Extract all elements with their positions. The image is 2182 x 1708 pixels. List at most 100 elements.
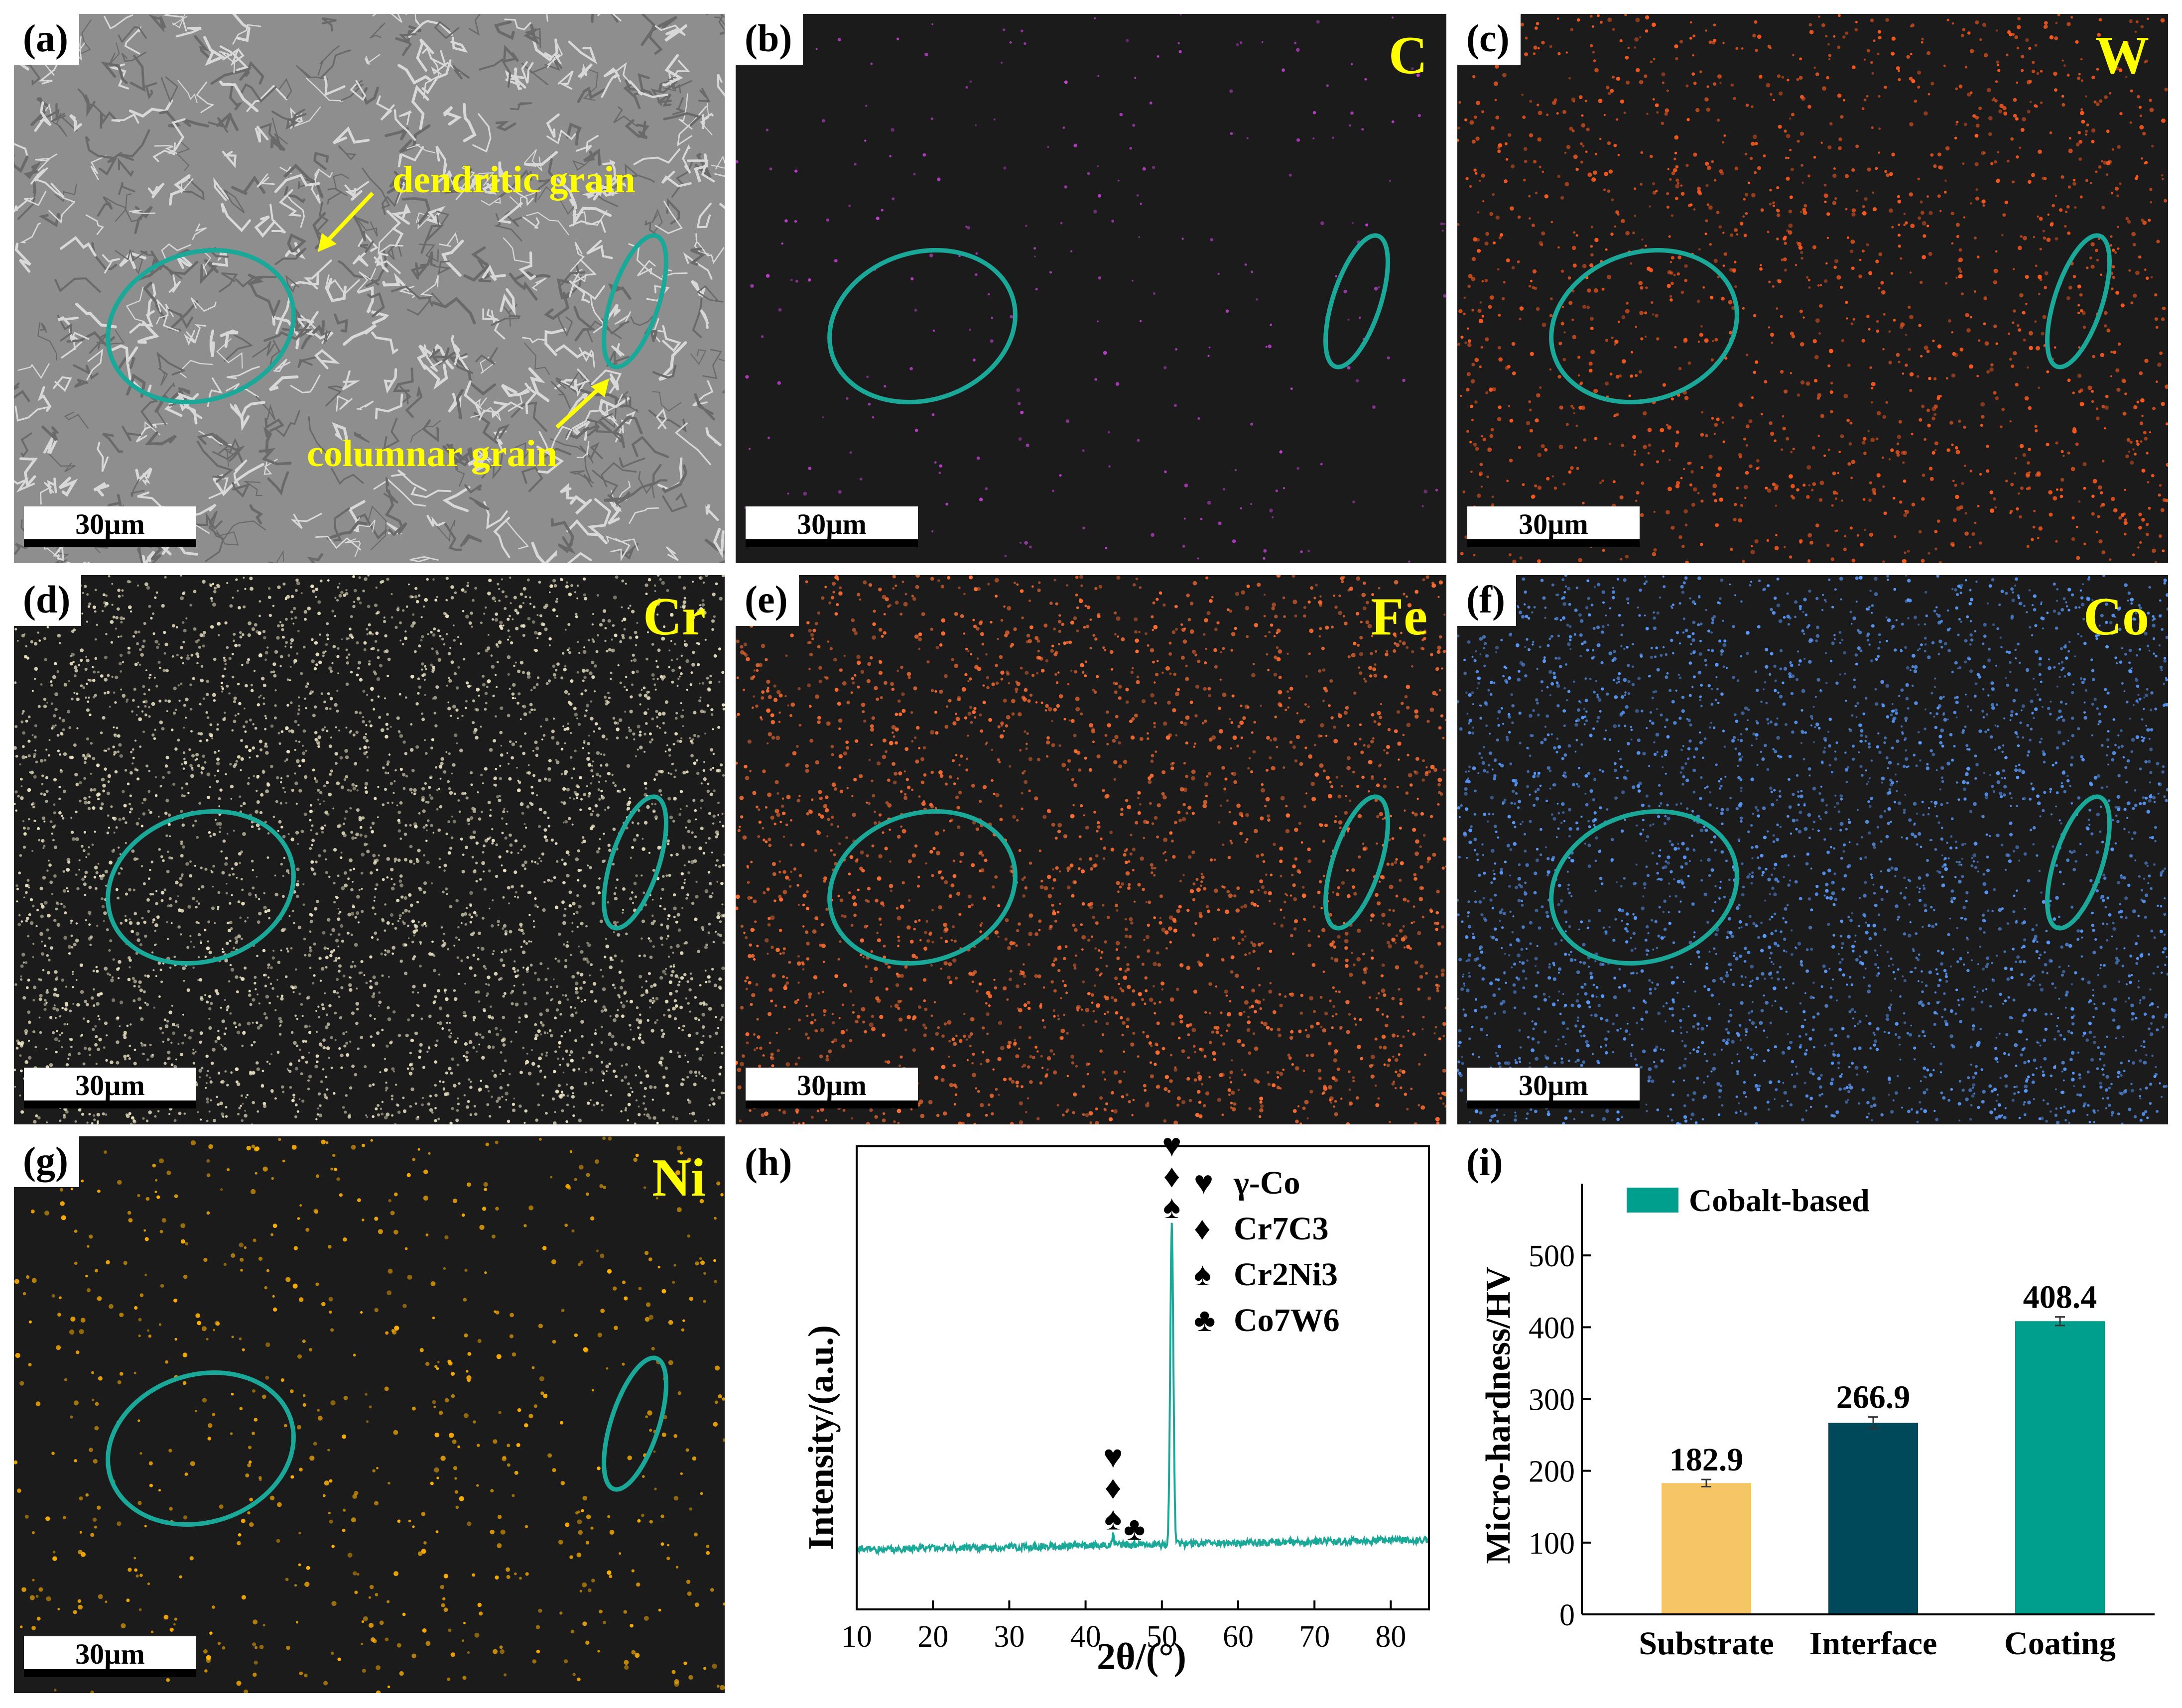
sem-grain-boundary	[689, 247, 706, 266]
highlight-ellipse-dendritic	[106, 809, 296, 966]
sem-grain-boundary	[222, 150, 237, 168]
sem-grain-boundary	[690, 280, 706, 298]
sem-grain-boundary	[385, 127, 409, 141]
sem-grain-boundary	[287, 233, 307, 253]
sem-grain-boundary	[357, 286, 374, 314]
sem-grain-boundary	[510, 190, 541, 208]
xrd-legend: ♥ γ-Co ♦ Cr7C3 ♠ Cr2Ni3 ♣ Co7W6	[1194, 1165, 1340, 1339]
legend-label-cobalt-based: Cobalt-based	[1689, 1183, 1870, 1218]
sem-grain-boundary	[118, 157, 134, 177]
sem-grain-boundary	[158, 367, 168, 386]
sem-grain-boundary	[702, 349, 722, 379]
sem-grain-boundary	[511, 401, 547, 432]
sem-grain-boundary	[454, 357, 497, 396]
sem-grain-boundary	[321, 17, 337, 32]
value-label-interface: 266.9	[1836, 1379, 1911, 1416]
sem-grain-boundary	[495, 121, 516, 131]
hardness-chart: (i) Micro-hardness/HV 0 100 200 300 400 500 1…	[1457, 1136, 2155, 1662]
sem-grain-boundary	[148, 14, 166, 33]
sem-grain-boundary	[75, 302, 117, 329]
sem-grain-boundary	[196, 81, 215, 114]
sem-grain-boundary	[387, 240, 402, 260]
sem-grain-boundary	[231, 175, 265, 196]
sem-grain-boundary	[48, 453, 76, 473]
sem-grain-boundary	[583, 424, 600, 437]
sem-grain-boundary	[344, 181, 370, 199]
sem-grain-boundary	[119, 251, 147, 269]
sem-grain-boundary	[118, 182, 135, 196]
sem-grain-boundary	[391, 285, 433, 307]
sem-grain-boundary	[314, 349, 340, 369]
sem-grain-boundary	[609, 373, 620, 391]
sem-grain-boundary	[642, 14, 663, 55]
sem-grain-boundary	[398, 110, 412, 125]
sem-grain-boundary	[219, 45, 249, 71]
sem-grain-boundary	[410, 487, 452, 498]
sem-grain-boundary	[234, 401, 265, 421]
sem-grain-boundary	[629, 507, 659, 524]
xrd-xlabel: 2θ/(°)	[1097, 1636, 1186, 1678]
xrd-peak-symbol: ♣	[1124, 1511, 1145, 1547]
sem-grain-boundary	[423, 364, 448, 390]
sem-grain-boundary	[275, 295, 291, 335]
sem-grain-boundary	[35, 153, 57, 173]
sem-grain-boundary	[54, 552, 69, 563]
sem-grain-boundary	[498, 169, 532, 199]
sem-grain-boundary	[611, 343, 625, 357]
sem-grain-boundary	[97, 442, 109, 472]
sem-grain-boundary	[570, 470, 594, 484]
panel-f-cobalt-map: (f) Co 30µm	[1457, 575, 2168, 1124]
xrd-pattern-line	[856, 1222, 1430, 1556]
sem-grain-boundary	[386, 178, 409, 194]
sem-grain-boundary	[407, 292, 443, 316]
sem-grain-boundary	[14, 243, 31, 273]
sem-grain-boundary	[475, 347, 498, 366]
sem-grain-boundary	[57, 315, 73, 342]
sem-grain-boundary	[450, 36, 468, 53]
sem-grain-boundary	[398, 33, 417, 56]
sem-grain-boundary	[144, 431, 177, 446]
hardness-y-ticks: 0 100 200 300 400 500	[1529, 1239, 1591, 1632]
sem-grain-boundary	[175, 26, 203, 38]
sem-grain-boundary	[219, 80, 259, 113]
sem-grain-boundary	[283, 186, 305, 204]
sem-grain-boundary	[568, 283, 606, 300]
sem-grain-boundary	[601, 73, 619, 98]
hardness-tick-label: 0	[1559, 1598, 1575, 1632]
sem-grain-boundary	[275, 410, 300, 438]
xrd-x-ticks: 10 20 30 40 50 60 70 80	[841, 1600, 1406, 1654]
sem-grain-boundary	[172, 14, 188, 29]
sem-grain-boundary	[376, 95, 395, 121]
sem-grain-boundary	[384, 368, 397, 394]
sem-grain-boundary	[582, 187, 604, 201]
sem-grain-boundary	[85, 94, 96, 118]
sem-grain-boundary	[662, 325, 682, 353]
sem-grain-boundary	[416, 38, 434, 72]
xrd-tick-label: 50	[1147, 1620, 1177, 1654]
sem-grain-boundary	[613, 106, 638, 127]
sem-grain-boundary	[287, 106, 321, 127]
scale-bar: 30µm	[24, 1636, 196, 1677]
sem-grain-boundary	[631, 436, 669, 458]
sem-grain-boundary	[40, 323, 47, 333]
hardness-x-labels: Substrate Interface Coating	[1639, 1625, 2116, 1662]
sem-grain-boundary	[587, 418, 615, 433]
sem-grain-boundary	[77, 88, 106, 117]
sem-grain-boundary	[285, 192, 305, 228]
sem-grain-boundary	[524, 382, 537, 414]
xrd-legend-phase: Cr2Ni3	[1234, 1256, 1338, 1293]
sem-grain-boundary	[442, 445, 469, 467]
sem-grain-boundary	[641, 15, 678, 46]
sem-grain-boundary	[232, 14, 251, 42]
sem-grain-boundary	[285, 274, 299, 293]
sem-grain-boundary	[524, 343, 550, 375]
sem-grain-boundary	[23, 161, 42, 179]
sem-grain-boundary	[423, 344, 443, 372]
sem-grain-boundary	[136, 250, 162, 281]
sem-grain-boundary	[169, 174, 191, 206]
sem-grain-boundary	[409, 556, 439, 563]
sem-grain-boundary	[421, 46, 447, 68]
sem-grain-boundary	[612, 416, 635, 449]
sem-grain-boundary	[295, 65, 328, 80]
xrd-tick-label: 80	[1375, 1620, 1406, 1654]
